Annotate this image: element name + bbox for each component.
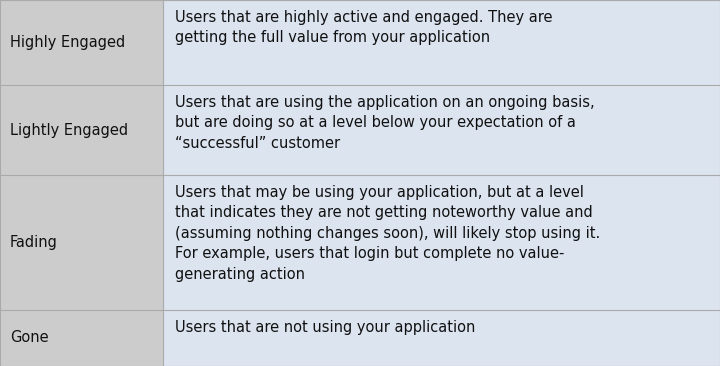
Text: Gone: Gone bbox=[10, 330, 49, 346]
Text: Users that are not using your application: Users that are not using your applicatio… bbox=[175, 320, 475, 335]
Bar bbox=[0, 85, 163, 175]
Text: Users that may be using your application, but at a level
that indicates they are: Users that may be using your application… bbox=[175, 185, 600, 281]
Text: Highly Engaged: Highly Engaged bbox=[10, 35, 125, 50]
Text: Lightly Engaged: Lightly Engaged bbox=[10, 123, 128, 138]
Bar bbox=[0, 310, 163, 366]
Text: Users that are highly active and engaged. They are
getting the full value from y: Users that are highly active and engaged… bbox=[175, 10, 552, 45]
Text: Users that are using the application on an ongoing basis,
but are doing so at a : Users that are using the application on … bbox=[175, 95, 595, 151]
Text: Fading: Fading bbox=[10, 235, 58, 250]
Bar bbox=[0, 175, 163, 310]
Bar bbox=[163, 85, 720, 175]
Bar bbox=[163, 175, 720, 310]
Bar bbox=[163, 310, 720, 366]
Bar bbox=[0, 0, 163, 85]
Bar bbox=[163, 0, 720, 85]
